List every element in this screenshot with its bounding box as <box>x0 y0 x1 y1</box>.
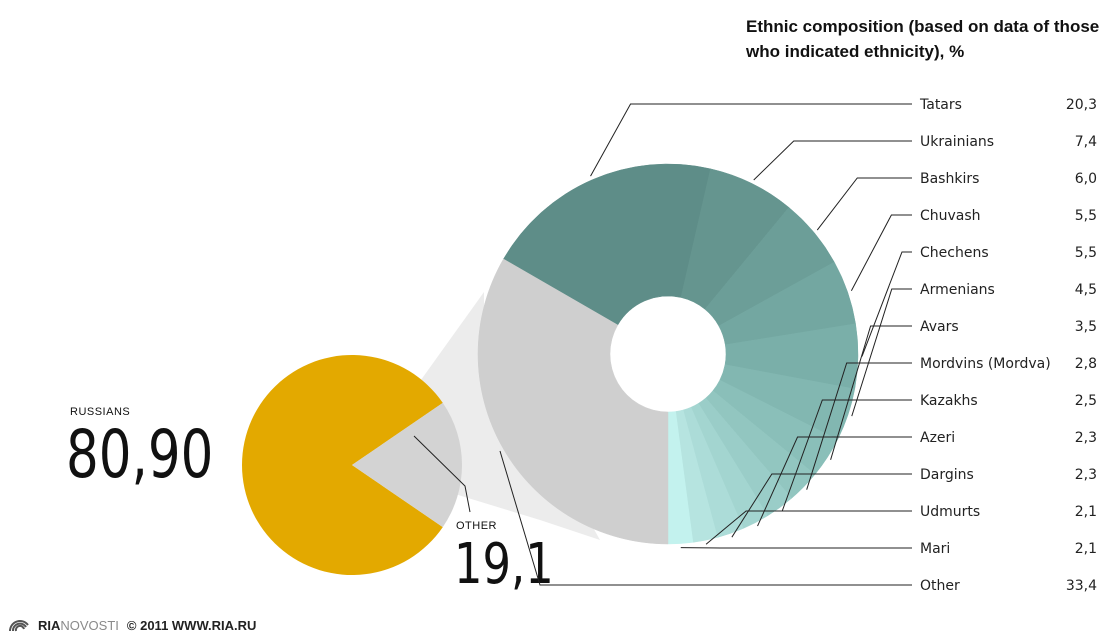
legend-value: 20,3 <box>1066 97 1097 113</box>
legend-label: Udmurts <box>920 504 980 520</box>
leader-line <box>499 450 912 586</box>
legend-label: Chuvash <box>920 208 981 224</box>
legend-value: 2,1 <box>1075 541 1097 557</box>
donut-slice-other <box>477 258 669 545</box>
chart-title: Ethnic composition (based on data of tho… <box>746 17 1100 61</box>
legend-value: 7,4 <box>1075 134 1097 150</box>
legend-label: Kazakhs <box>920 393 978 409</box>
legend-value: 5,5 <box>1075 245 1097 261</box>
legend-label: Avars <box>920 319 959 335</box>
legend-value: 2,3 <box>1075 467 1097 483</box>
donut-slice-tatars <box>503 163 711 326</box>
legend-value: 6,0 <box>1075 171 1097 187</box>
brand-light: NOVOSTI <box>60 618 119 633</box>
legend-value: 2,8 <box>1075 356 1097 372</box>
leader-line <box>590 103 912 177</box>
russians-value: 80,90 <box>66 416 214 493</box>
legend-value: 33,4 <box>1066 578 1097 594</box>
leader-line <box>731 473 912 538</box>
legend-label: Chechens <box>920 245 989 261</box>
legend-label: Bashkirs <box>920 171 979 187</box>
leader-line <box>851 288 912 417</box>
footer: RIANOVOSTI © 2011 WWW.RIA.RU <box>8 618 256 633</box>
pie-slice-other <box>352 402 462 528</box>
legend-value: 5,5 <box>1075 208 1097 224</box>
legend-label: Armenians <box>920 282 995 298</box>
russians-label: RUSSIANS <box>70 406 131 418</box>
legend-label: Other <box>920 578 960 594</box>
ria-logo-icon <box>9 619 29 631</box>
legend-value: 2,3 <box>1075 430 1097 446</box>
legend-label: Mordvins (Mordva) <box>920 356 1051 372</box>
leader-line <box>816 177 912 231</box>
copyright: © 2011 WWW.RIA.RU <box>126 618 257 633</box>
other-leader-line <box>413 435 471 513</box>
leader-line <box>861 251 912 357</box>
legend-value: 2,1 <box>1075 504 1097 520</box>
leader-line <box>753 140 912 181</box>
legend-label: Dargins <box>920 467 974 483</box>
legend-value: 4,5 <box>1075 282 1097 298</box>
other-label: OTHER <box>456 520 497 532</box>
leader-line <box>757 436 912 527</box>
leader-line <box>850 214 912 291</box>
other-value: 19,1 <box>454 532 554 597</box>
leader-line <box>830 325 912 460</box>
pie-slice-russians <box>241 354 443 575</box>
leader-line <box>806 362 912 490</box>
leader-line <box>705 510 912 545</box>
legend-label: Ukrainians <box>920 134 994 150</box>
legend-label: Mari <box>920 541 950 557</box>
legend-value: 3,5 <box>1075 319 1097 335</box>
legend-label: Azeri <box>920 430 955 446</box>
brand-name: RIANOVOSTI <box>38 618 119 633</box>
legend-value: 2,5 <box>1075 393 1097 409</box>
brand-bold: RIA <box>38 618 61 633</box>
legend-label: Tatars <box>919 97 962 113</box>
